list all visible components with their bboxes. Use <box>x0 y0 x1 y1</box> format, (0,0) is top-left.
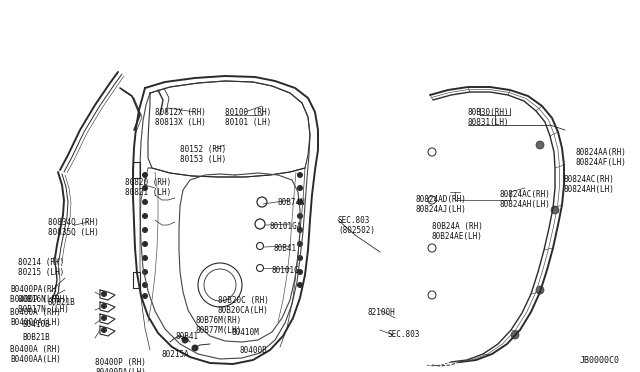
Text: 80101G: 80101G <box>272 266 300 275</box>
Text: B0400A (RH)
B0400AA(LH): B0400A (RH) B0400AA(LH) <box>10 345 61 365</box>
Circle shape <box>143 294 147 298</box>
Text: 80824AC(RH)
80824AH(LH): 80824AC(RH) 80824AH(LH) <box>500 190 551 209</box>
Text: B0B21B: B0B21B <box>22 333 50 342</box>
Circle shape <box>298 241 303 247</box>
Circle shape <box>102 315 106 321</box>
Circle shape <box>143 199 147 205</box>
Circle shape <box>143 256 147 260</box>
Circle shape <box>298 186 303 190</box>
Text: 80100 (RH)
80101 (LH): 80100 (RH) 80101 (LH) <box>225 108 271 127</box>
Text: 80400P (RH)
80400PA(LH): 80400P (RH) 80400PA(LH) <box>95 358 146 372</box>
Text: SEC.803: SEC.803 <box>388 330 420 339</box>
Circle shape <box>102 304 106 308</box>
Circle shape <box>102 327 106 333</box>
Circle shape <box>182 337 188 343</box>
Circle shape <box>143 269 147 275</box>
Text: 80215A: 80215A <box>162 350 189 359</box>
Circle shape <box>143 282 147 288</box>
Text: 80B41: 80B41 <box>175 332 198 341</box>
Text: 80B21B: 80B21B <box>48 298 76 307</box>
Text: 80820 (RH)
80821 (LH): 80820 (RH) 80821 (LH) <box>125 178 172 198</box>
Text: 80824AA(RH)
80824AF(LH): 80824AA(RH) 80824AF(LH) <box>575 148 626 167</box>
Text: 80B30(RH)
80831(LH): 80B30(RH) 80831(LH) <box>468 108 509 127</box>
Circle shape <box>143 173 147 177</box>
Text: 80214 (RH)
80215 (LH): 80214 (RH) 80215 (LH) <box>18 258 64 278</box>
Circle shape <box>298 228 303 232</box>
Text: B0400PA(RH)
B0400P (LH): B0400PA(RH) B0400P (LH) <box>10 285 61 304</box>
Text: 80B74N: 80B74N <box>277 198 305 207</box>
Circle shape <box>143 228 147 232</box>
Text: 80101GA: 80101GA <box>270 222 302 231</box>
Circle shape <box>298 282 303 288</box>
Circle shape <box>536 286 544 294</box>
Text: B0400A (RH)
B0400AA(LH): B0400A (RH) B0400AA(LH) <box>10 308 61 327</box>
Text: SEC.803
(802502): SEC.803 (802502) <box>338 216 375 235</box>
Circle shape <box>298 214 303 218</box>
Circle shape <box>298 199 303 205</box>
Text: 82100H: 82100H <box>368 308 396 317</box>
Text: 80812X (RH)
80813X (LH): 80812X (RH) 80813X (LH) <box>155 108 206 127</box>
Circle shape <box>298 173 303 177</box>
Circle shape <box>143 214 147 218</box>
Text: 80152 (RH)
80153 (LH): 80152 (RH) 80153 (LH) <box>180 145 227 164</box>
Circle shape <box>511 331 519 339</box>
Text: 80B41: 80B41 <box>273 244 296 253</box>
Text: 80410M: 80410M <box>232 328 260 337</box>
Text: JB0000C0: JB0000C0 <box>580 356 620 365</box>
Circle shape <box>551 206 559 214</box>
Circle shape <box>192 345 198 351</box>
Text: 80B20C (RH)
80B20CA(LH): 80B20C (RH) 80B20CA(LH) <box>218 296 269 315</box>
Circle shape <box>143 241 147 247</box>
Text: 80824AD(RH)
80824AJ(LH): 80824AD(RH) 80824AJ(LH) <box>415 195 466 214</box>
Text: 80400B: 80400B <box>240 346 268 355</box>
Text: 80B24A (RH)
80B24AE(LH): 80B24A (RH) 80B24AE(LH) <box>432 222 483 241</box>
Circle shape <box>298 269 303 275</box>
Circle shape <box>143 186 147 190</box>
Circle shape <box>102 292 106 296</box>
Text: 80834Q (RH)
80835Q (LH): 80834Q (RH) 80835Q (LH) <box>48 218 99 237</box>
Circle shape <box>536 141 544 149</box>
Text: 80B16N (RH)
80B17N (LH): 80B16N (RH) 80B17N (LH) <box>18 295 69 314</box>
Text: 80824AC(RH)
80824AH(LH): 80824AC(RH) 80824AH(LH) <box>563 175 614 195</box>
Text: 80B76M(RH)
80B77M(LH): 80B76M(RH) 80B77M(LH) <box>196 316 243 336</box>
Circle shape <box>298 256 303 260</box>
Text: B0410B: B0410B <box>22 320 50 329</box>
